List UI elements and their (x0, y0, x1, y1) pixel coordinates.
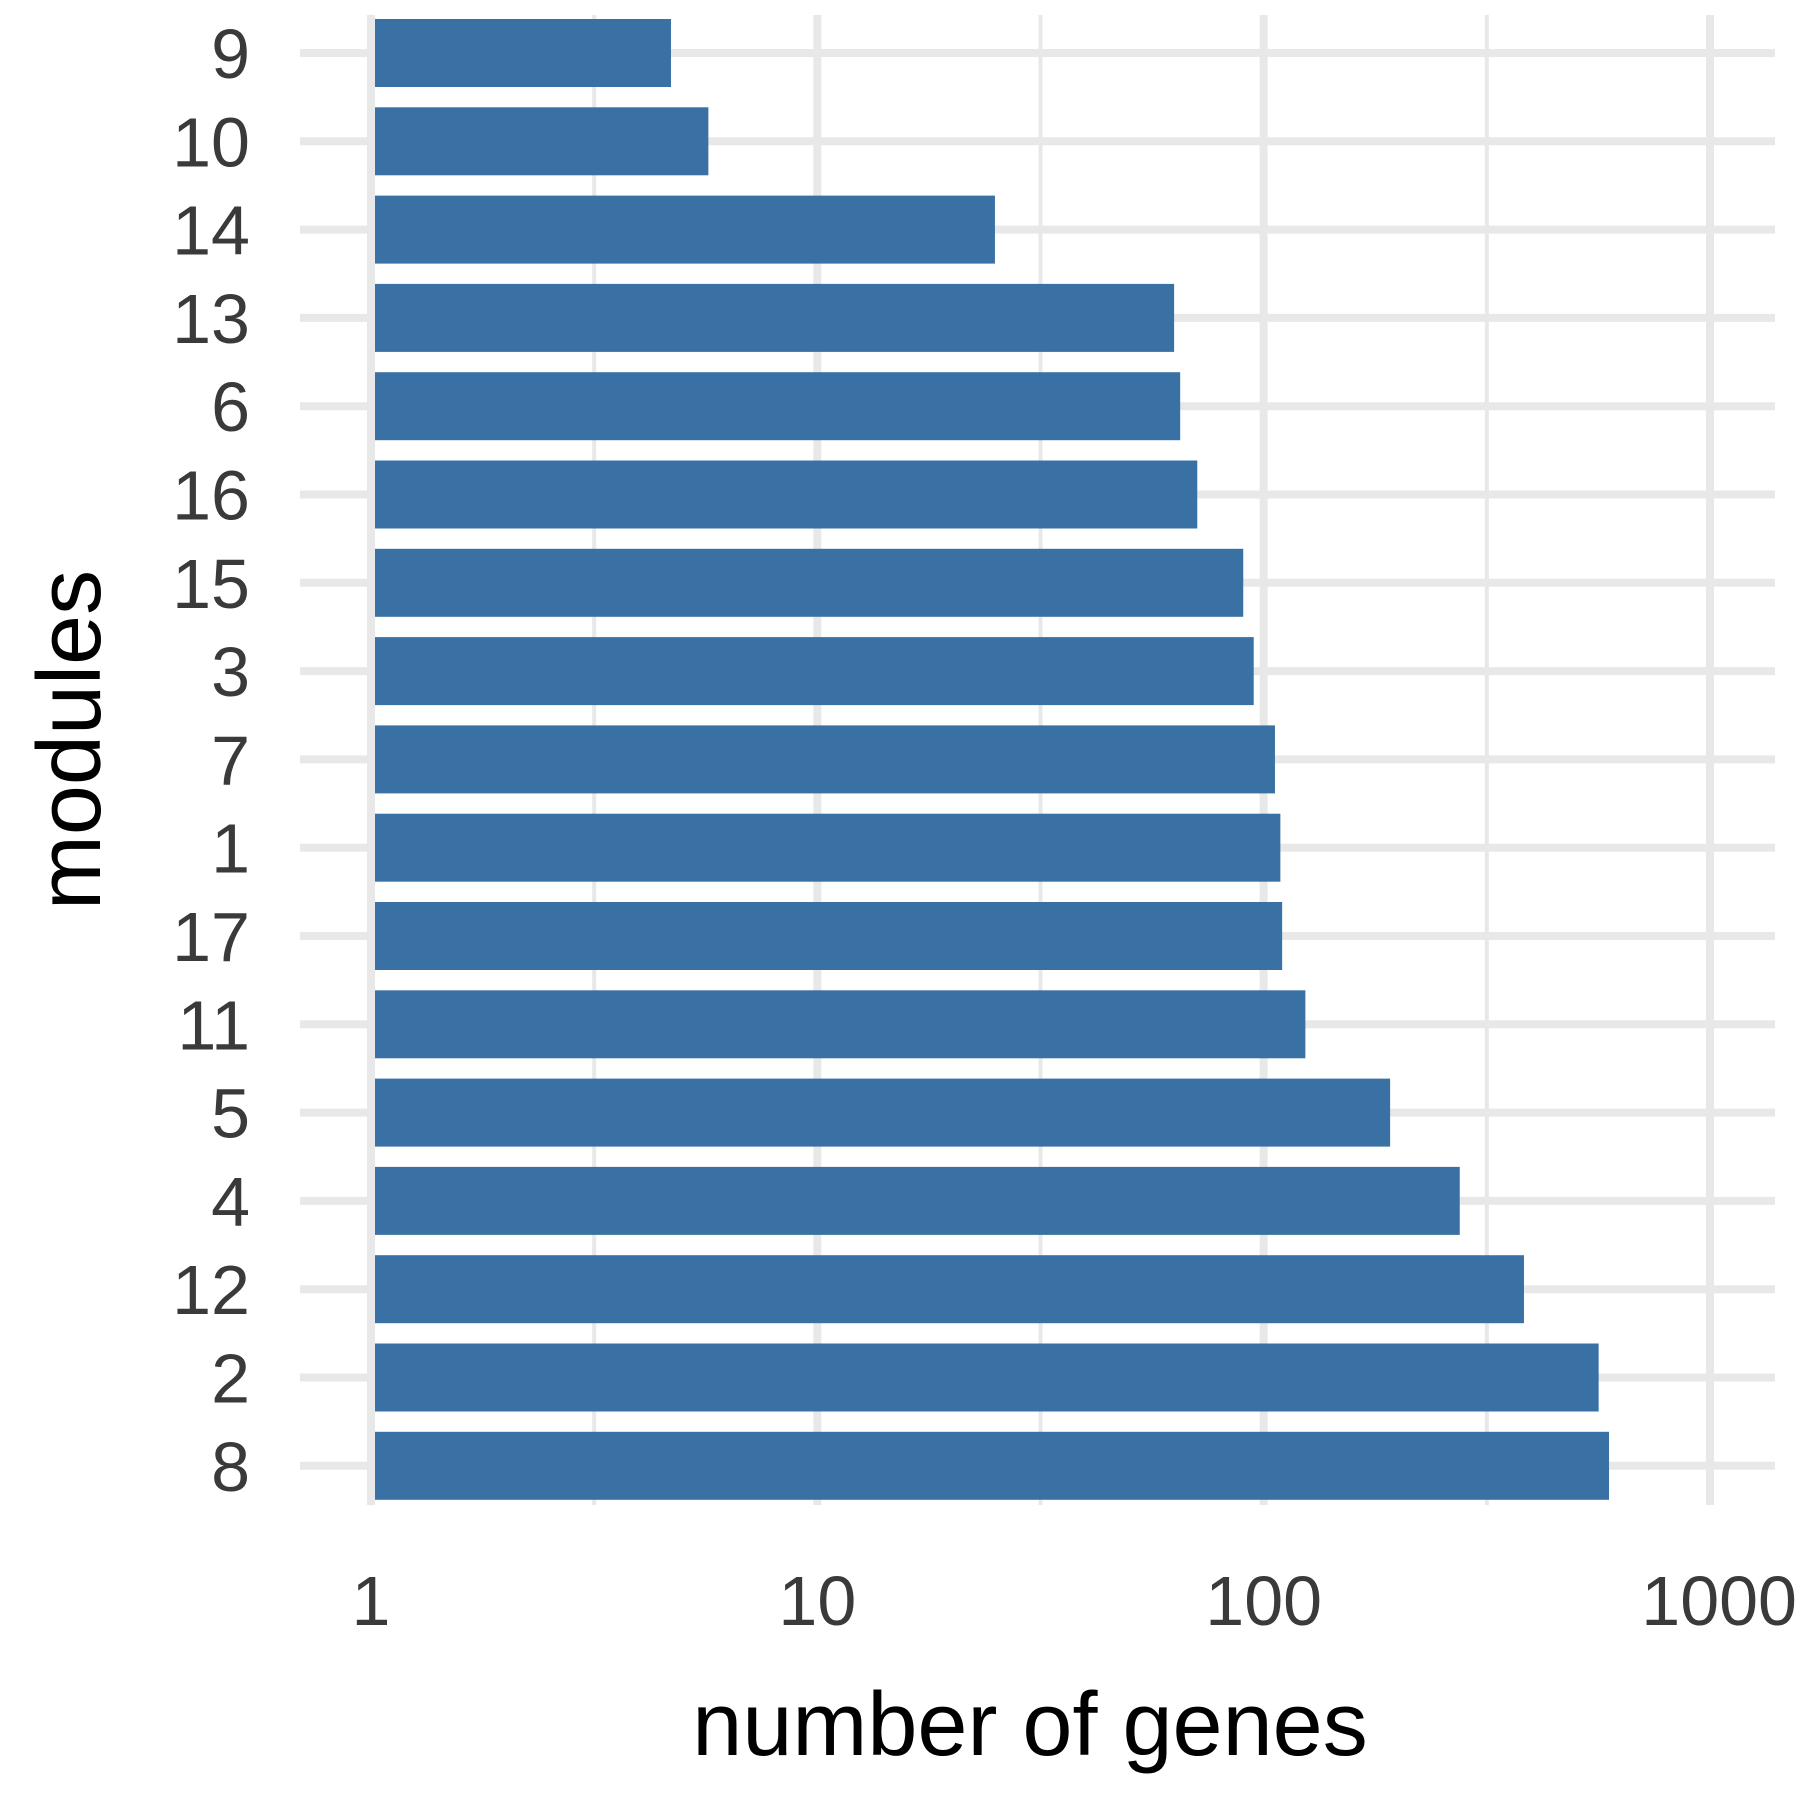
y-tick-label: 14 (172, 192, 250, 270)
bar-module-4 (375, 1166, 1460, 1235)
y-tick-label: 4 (211, 1163, 250, 1241)
bar-module-9 (375, 19, 671, 87)
y-tick-label: 7 (211, 721, 250, 799)
y-tick-label: 11 (177, 986, 250, 1064)
bar-module-14 (375, 195, 995, 264)
y-tick-label: 2 (211, 1340, 250, 1418)
bar-module-15 (375, 548, 1244, 617)
y-tick-label: 3 (211, 633, 250, 711)
bar-module-12 (375, 1255, 1524, 1324)
bar-module-8 (375, 1431, 1610, 1500)
x-tick-label: 1 (352, 1562, 391, 1640)
y-tick-labels: 9 10 14 13 6 16 15 3 7 1 17 11 5 4 12 2 8 (172, 15, 250, 1506)
bars (375, 19, 1610, 1500)
y-tick-label: 12 (172, 1251, 250, 1329)
bar-module-11 (375, 990, 1306, 1059)
x-tick-label: 100 (1205, 1562, 1322, 1640)
y-tick-label: 9 (211, 15, 250, 93)
x-axis-title: number of genes (692, 1675, 1367, 1775)
x-tick-label: 1000 (1641, 1562, 1797, 1640)
y-tick-label: 13 (172, 280, 250, 358)
bar-module-10 (375, 107, 709, 176)
y-axis-title: modules (20, 570, 120, 910)
bar-module-17 (375, 902, 1283, 970)
y-tick-label: 17 (172, 898, 250, 976)
bar-module-2 (375, 1343, 1599, 1412)
bar-module-13 (375, 283, 1175, 352)
bar-module-7 (375, 725, 1275, 794)
bar-module-3 (375, 637, 1254, 706)
y-tick-label: 5 (211, 1075, 250, 1153)
bar-module-6 (375, 372, 1181, 441)
bar-module-1 (375, 813, 1281, 882)
y-tick-label: 1 (211, 810, 250, 888)
y-tick-label: 8 (211, 1428, 250, 1506)
x-tick-label: 10 (778, 1562, 856, 1640)
y-tick-label: 16 (172, 457, 250, 535)
y-tick-label: 15 (172, 545, 250, 623)
bar-module-16 (375, 460, 1198, 529)
y-tick-label: 6 (211, 368, 250, 446)
y-tick-label: 10 (172, 103, 250, 181)
x-tick-labels: 1 10 100 1000 (352, 1562, 1797, 1640)
bar-module-5 (375, 1078, 1391, 1147)
